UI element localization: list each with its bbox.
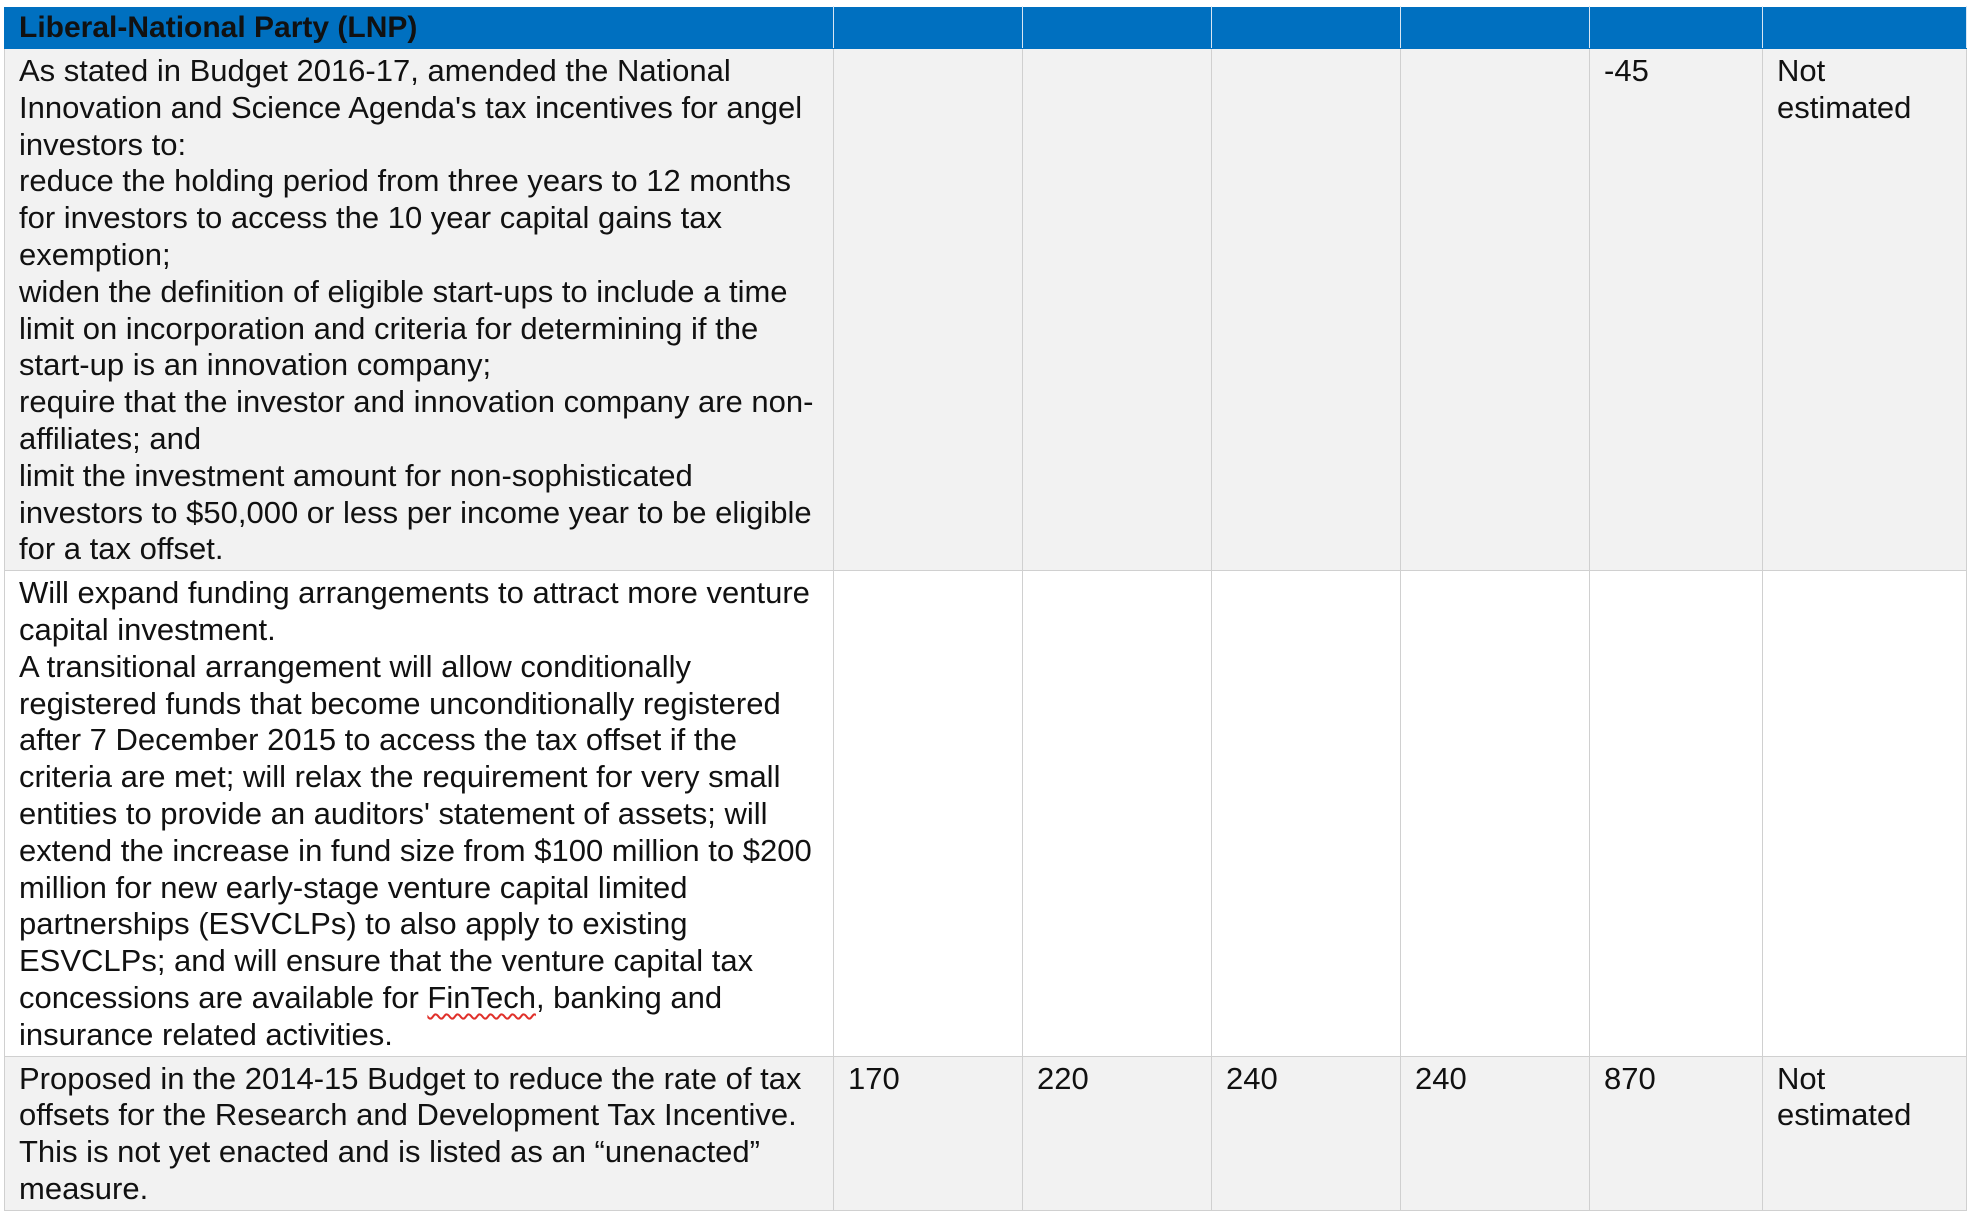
header-cell — [1762, 6, 1967, 49]
header-cell — [833, 6, 1023, 49]
description-line: limit the investment amount for non-soph… — [19, 457, 812, 567]
description-line: reduce the holding period from three yea… — [19, 163, 792, 272]
description-text: A transitional arrangement will allow co… — [19, 648, 812, 1015]
value-cell: Not estimated — [1762, 1055, 1967, 1211]
table-row: Proposed in the 2014-15 Budget to reduce… — [4, 1055, 1967, 1211]
description-line: A transitional arrangement will allow co… — [19, 649, 819, 1054]
value-cell — [1589, 570, 1763, 1057]
value-cell — [1211, 570, 1401, 1057]
value-cell: 240 — [1400, 1055, 1590, 1211]
table-header-row: Liberal-National Party (LNP) — [4, 6, 1967, 49]
measure-description: As stated in Budget 2016-17, amended the… — [4, 47, 834, 572]
value-cell: 240 — [1211, 1055, 1401, 1211]
header-cell — [1400, 6, 1590, 49]
header-cell — [1022, 6, 1212, 49]
party-heading: Liberal-National Party (LNP) — [4, 6, 834, 49]
description-line: Proposed in the 2014-15 Budget to reduce… — [19, 1060, 802, 1206]
value-cell — [1762, 570, 1967, 1057]
header-cell — [1211, 6, 1401, 49]
value-cell: Not estimated — [1762, 47, 1967, 572]
value-cell — [1022, 47, 1212, 572]
measure-description: Will expand funding arrangements to attr… — [4, 570, 834, 1057]
description-text: , banking and insurance related activiti… — [19, 979, 723, 1052]
description-line: Will expand funding arrangements to attr… — [19, 575, 810, 647]
value-cell — [1400, 570, 1590, 1057]
table-row: As stated in Budget 2016-17, amended the… — [4, 47, 1967, 572]
value-cell: -45 — [1589, 47, 1763, 572]
measure-description: Proposed in the 2014-15 Budget to reduce… — [4, 1055, 834, 1211]
value-cell — [1022, 570, 1212, 1057]
value-cell: 170 — [833, 1055, 1023, 1211]
value-cell — [833, 570, 1023, 1057]
policy-costings-table: Liberal-National Party (LNP) As stated i… — [4, 6, 1967, 1211]
value-cell — [1211, 47, 1401, 572]
description-line: widen the definition of eligible start-u… — [19, 273, 788, 383]
table-row: Will expand funding arrangements to attr… — [4, 570, 1967, 1057]
description-line: As stated in Budget 2016-17, amended the… — [19, 53, 803, 162]
header-cell — [1589, 6, 1763, 49]
value-cell: 220 — [1022, 1055, 1212, 1211]
spellcheck-flagged-word: FinTech — [427, 979, 536, 1015]
value-cell — [833, 47, 1023, 572]
value-cell: 870 — [1589, 1055, 1763, 1211]
value-cell — [1400, 47, 1590, 572]
description-line: require that the investor and innovation… — [19, 384, 814, 456]
